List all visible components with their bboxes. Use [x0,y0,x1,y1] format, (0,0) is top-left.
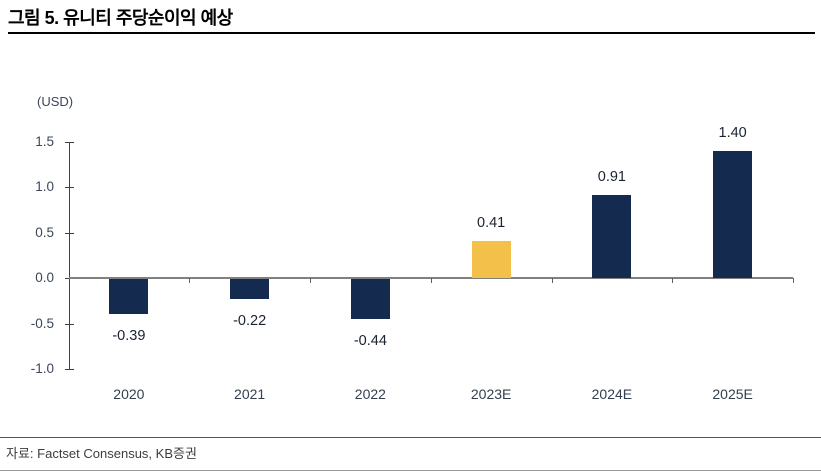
y-axis-tick [64,369,74,370]
footer-divider-bottom [0,470,821,471]
bar-2023E [471,240,511,278]
bar-value-label: 1.40 [718,124,747,141]
figure-title: 그림 5. 유니티 주당순이익 예상 [8,8,233,28]
y-tick-label: 0.0 [35,270,54,285]
y-tick-label: 0.5 [35,224,54,240]
bar-value-label: -0.39 [112,328,146,345]
y-tick-label: -1.0 [30,361,54,376]
bar-value-label: -0.44 [353,333,387,350]
bar-2025E [713,150,753,278]
x-tick-label: 2020 [113,386,145,402]
bar-value-label: 0.41 [477,214,506,231]
x-tick-label: 2024E [591,386,633,402]
y-axis-tick [64,187,74,188]
x-axis-tick [189,278,191,283]
footer-divider-top [0,437,821,438]
y-axis-line [68,141,70,369]
source-note: 자료: Factset Consensus, KB증권 [6,446,197,461]
title-divider [8,32,815,34]
x-axis-tick [310,278,311,283]
bar-value-label: -0.22 [233,313,267,330]
bar-value-label: 0.91 [597,169,626,186]
x-axis-tick [793,278,794,283]
bar-2020 [109,279,149,315]
bar-2021 [230,279,270,300]
y-tick-label: 1.5 [35,133,54,149]
x-tick-label: 2021 [234,386,266,402]
x-axis-tick [551,278,553,283]
x-axis-tick [672,278,674,283]
y-tick-label: -0.5 [30,315,54,331]
y-tick-label: 1.0 [35,179,54,194]
x-tick-label: 2023E [470,386,512,402]
y-axis-unit-label: (USD) [37,94,74,109]
y-axis-tick [64,232,74,234]
x-tick-label: 2022 [354,386,386,402]
x-axis-tick [430,278,432,283]
bar-2022 [350,279,390,320]
bar-2024E [592,195,632,278]
y-axis-tick [64,323,74,325]
x-tick-label: 2025E [712,386,753,402]
y-axis-tick [64,141,74,143]
